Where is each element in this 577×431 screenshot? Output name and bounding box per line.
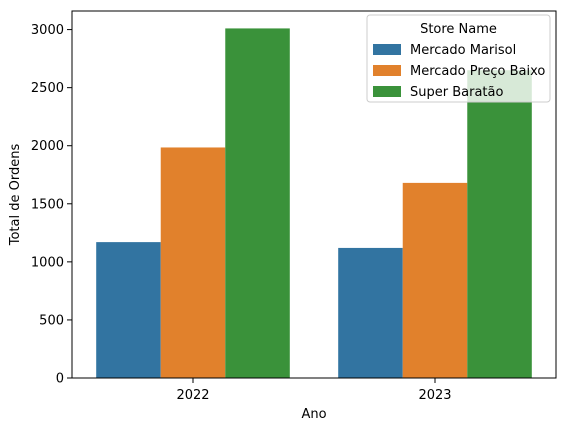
legend-entry-label: Mercado Preço Baixo (410, 64, 545, 79)
y-tick-label: 1500 (31, 197, 64, 212)
bar-super-barat-o-2022 (225, 28, 290, 378)
legend: Store Name Mercado Marisol Mercado Preço … (366, 14, 551, 103)
x-axis-label: Ano (301, 407, 326, 422)
bar-super-barat-o-2023 (467, 70, 532, 378)
legend-entry-label: Mercado Marisol (410, 43, 516, 58)
legend-swatch (373, 44, 401, 55)
y-tick-label: 1000 (31, 255, 64, 270)
legend-entry-label: Super Baratão (410, 85, 503, 100)
y-axis-label: Total de Ordens (8, 144, 23, 247)
legend-box (366, 14, 551, 103)
legend-items: Mercado Marisol Mercado Preço Baixo Super … (373, 43, 545, 100)
legend-swatch (373, 86, 401, 97)
plot-frame (71, 10, 557, 379)
bars-group (96, 28, 532, 378)
x-tick-label: 2023 (418, 388, 451, 403)
y-axis: 0 500 1000 1500 2000 2500 3000 (31, 23, 72, 387)
legend-title: Store Name (420, 22, 497, 37)
bar-mercado-marisol-2022 (96, 242, 161, 378)
y-tick-label: 3000 (31, 23, 64, 38)
y-tick-label: 500 (39, 313, 64, 328)
y-tick-label: 2500 (31, 81, 64, 96)
y-tick-label: 0 (56, 372, 64, 387)
y-tick-label: 2000 (31, 139, 64, 154)
x-axis: 2022 2023 (176, 378, 452, 403)
bar-mercado-pre-o-baixo-2023 (402, 182, 468, 378)
bar-mercado-marisol-2023 (338, 247, 403, 378)
x-tick-label: 2022 (176, 388, 209, 403)
legend-swatch (373, 65, 401, 76)
bar-mercado-pre-o-baixo-2022 (160, 147, 226, 378)
